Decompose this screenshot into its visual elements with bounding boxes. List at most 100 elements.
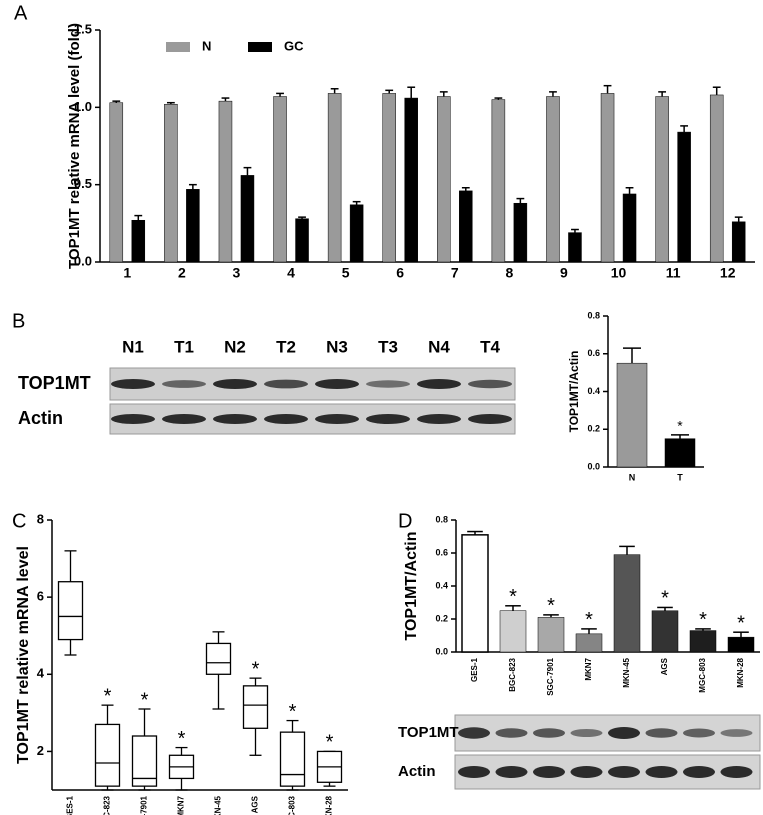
- blot-band: [683, 766, 715, 778]
- bar: [655, 96, 669, 263]
- blot-band: [315, 379, 359, 389]
- x-tick-label: N: [629, 472, 636, 482]
- bar: [437, 96, 451, 263]
- y-tick-label: 1.5: [74, 21, 92, 36]
- y-axis-title: TOP1MT/Actin: [567, 351, 581, 433]
- blot-band: [533, 766, 565, 778]
- significance-mark: *: [289, 701, 297, 723]
- bar: [537, 617, 565, 653]
- blot-band: [533, 728, 565, 738]
- x-tick-label: 2: [178, 265, 186, 281]
- x-tick-label: T: [677, 472, 683, 482]
- x-tick-label: SGC-7901: [140, 795, 149, 815]
- x-tick-label: 7: [451, 265, 459, 281]
- bar: [616, 362, 648, 468]
- x-tick-label: 4: [287, 265, 295, 281]
- blot-row-label: TOP1MT: [18, 373, 91, 393]
- bar: [240, 175, 255, 263]
- y-tick-label: 0.8: [435, 514, 448, 524]
- bar: [186, 189, 200, 263]
- y-tick-label: 2: [37, 743, 44, 758]
- legend-label: GC: [284, 38, 304, 53]
- y-tick-label: 8: [37, 511, 44, 526]
- x-tick-label: 1: [123, 265, 131, 281]
- y-axis-title: TOP1MT relative mRNA level (fold): [66, 23, 83, 269]
- bar: [164, 103, 178, 263]
- x-tick-label: 3: [233, 265, 241, 281]
- lane-label: N2: [224, 337, 246, 356]
- x-tick-label: MGC-803: [698, 657, 707, 692]
- significance-mark: *: [699, 609, 707, 631]
- y-axis-title: TOP1MT relative mRNA level: [15, 546, 32, 764]
- y-axis-title: TOP1MT/Actin: [403, 531, 420, 640]
- x-tick-label: 10: [611, 265, 627, 281]
- box: [94, 723, 121, 787]
- x-tick-label: MKN-45: [622, 657, 631, 687]
- significance-mark: *: [661, 588, 669, 610]
- significance-mark: *: [178, 728, 186, 750]
- panel-label: B: [12, 310, 25, 332]
- lane-label: N4: [428, 337, 450, 356]
- bar: [349, 204, 364, 263]
- blot-band: [417, 414, 461, 424]
- blot-band: [495, 728, 528, 738]
- blot-band: [468, 414, 512, 424]
- significance-mark: *: [252, 658, 260, 680]
- x-tick-label: MKN-28: [325, 795, 334, 815]
- blot-band: [645, 728, 678, 738]
- x-tick-label: 11: [666, 265, 681, 281]
- y-tick-label: 0.2: [587, 424, 600, 434]
- y-tick-label: 0.0: [74, 253, 92, 268]
- x-tick-label: MGC-803: [288, 795, 297, 815]
- y-tick-label: 0.6: [435, 547, 448, 557]
- blot-band: [264, 379, 308, 389]
- blot-row-label: TOP1MT: [398, 724, 459, 741]
- y-tick-label: 0.2: [435, 613, 448, 623]
- significance-mark: *: [547, 595, 555, 617]
- blot-band: [720, 729, 753, 737]
- bar: [546, 96, 560, 263]
- bar: [575, 633, 603, 653]
- legend-label: N: [202, 38, 211, 53]
- lane-label: T2: [276, 337, 296, 356]
- x-tick-label: AGS: [660, 657, 669, 675]
- x-tick-label: 9: [560, 265, 568, 281]
- lane-label: T4: [480, 337, 500, 356]
- blot-band: [608, 727, 640, 739]
- significance-mark: *: [677, 418, 683, 434]
- y-tick-label: 0.8: [587, 310, 600, 320]
- x-tick-label: 12: [720, 265, 736, 281]
- blot-band: [608, 766, 640, 778]
- x-tick-label: 6: [396, 265, 404, 281]
- y-tick-label: 1.0: [74, 99, 92, 114]
- bar: [664, 438, 696, 468]
- y-tick-label: 0.5: [74, 176, 92, 191]
- lane-label: N1: [122, 337, 144, 356]
- bar: [651, 610, 679, 653]
- blot-band: [162, 414, 206, 424]
- significance-mark: *: [509, 586, 517, 608]
- legend-swatch: [248, 42, 272, 52]
- bar: [295, 218, 309, 263]
- y-tick-label: 0.4: [435, 580, 448, 590]
- significance-mark: *: [104, 685, 112, 707]
- x-tick-label: GES-1: [470, 657, 479, 682]
- bar: [131, 219, 146, 263]
- y-tick-label: 0.6: [587, 348, 600, 358]
- bar: [382, 93, 396, 263]
- bar: [568, 232, 582, 263]
- bar: [404, 97, 418, 263]
- blot-band: [468, 379, 512, 389]
- blot-band: [495, 766, 528, 778]
- bar: [622, 193, 637, 263]
- x-tick-label: MKN7: [177, 795, 186, 815]
- blot-band: [315, 414, 359, 424]
- blot-band: [645, 766, 678, 778]
- y-tick-label: 0.4: [587, 386, 600, 396]
- bar: [109, 102, 124, 263]
- blot-band: [213, 379, 257, 389]
- blot-band: [720, 766, 753, 778]
- blot-band: [111, 379, 155, 389]
- blot-band: [213, 414, 257, 424]
